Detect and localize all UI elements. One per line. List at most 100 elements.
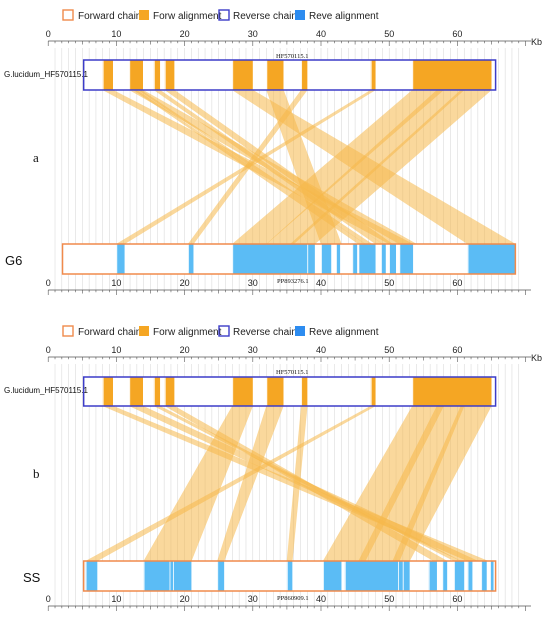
legend-forward-align-label: Forw alignment [153, 327, 222, 338]
bottom-chain-b [82, 560, 497, 592]
top-axis-b: 0 10 20 30 40 50 60 [46, 345, 531, 362]
alignment-block [402, 561, 410, 591]
axis-tick-label: 60 [452, 278, 462, 288]
alignment-block [102, 377, 113, 406]
axis-tick-label: 0 [46, 345, 51, 355]
chain-outline [82, 376, 497, 407]
bottom-genome-label-a: G6 [5, 253, 22, 268]
legend-a: Forward chain Forw alignment Reverse cha… [62, 9, 379, 22]
legend-forward-chain-label: Forward chain [78, 11, 141, 22]
alignment-links-b [85, 405, 492, 562]
axis-tick-label: 50 [384, 278, 394, 288]
axis-tick-label: 0 [46, 29, 51, 39]
bottom-chain-a [61, 243, 517, 275]
axis-tick-label: 20 [180, 345, 190, 355]
axis-tick-label: 10 [111, 278, 121, 288]
axis-tick-label: 20 [180, 278, 190, 288]
alignment-block [164, 60, 175, 90]
top-accession-b: HF570115.1 [276, 369, 308, 376]
legend-reverse-align-label: Reve alignment [309, 327, 379, 338]
alignment-block [358, 244, 376, 274]
axis-tick-label: 40 [316, 278, 326, 288]
alignment-block [153, 377, 161, 406]
top-accession-a: HF570115.1 [276, 53, 308, 60]
axis-tick-label: 60 [452, 345, 462, 355]
axis-tick-label: 60 [452, 29, 462, 39]
top-chain-b [82, 376, 497, 407]
legend-forward-chain-swatch [62, 325, 74, 337]
alignment-block [232, 377, 253, 406]
top-genome-label-a: G.lucidum_HF570115.1 [4, 70, 88, 79]
axis-tick-label: 0 [46, 594, 51, 604]
legend-reverse-chain-swatch [218, 9, 230, 21]
axis-unit-b: Kb [531, 353, 542, 363]
alignment-block [301, 60, 308, 90]
axis-tick-label: 20 [180, 29, 190, 39]
alignment-block [173, 561, 192, 591]
alignment-block [266, 377, 284, 406]
axis-tick-label: 50 [384, 29, 394, 39]
axis-tick-label: 20 [180, 594, 190, 604]
alignment-block [188, 244, 194, 274]
legend-forward-chain-swatch [62, 9, 74, 21]
alignment-block [301, 377, 308, 406]
alignment-block [153, 60, 161, 90]
alignment-block [352, 244, 358, 274]
axis-tick-label: 40 [316, 345, 326, 355]
alignment-block [307, 244, 315, 274]
alignment-block [467, 561, 473, 591]
bottom-accession-b: PP860909.1 [277, 595, 309, 602]
alignment-block [143, 561, 170, 591]
alignment-block [398, 561, 403, 591]
alignment-block [321, 244, 332, 274]
legend-forward-align-label: Forw alignment [153, 11, 222, 22]
alignment-block [217, 561, 225, 591]
alignment-block [286, 561, 293, 591]
alignment-block [428, 561, 437, 591]
alignment-block [336, 244, 341, 274]
bottom-accession-a: PP893276.1 [277, 278, 309, 285]
panel-b: Forward chain Forw alignment Reverse cha… [4, 325, 542, 611]
legend-reverse-align-label: Reve alignment [309, 11, 379, 22]
bottom-genome-label-b: SS [23, 570, 41, 585]
axis-unit-a: Kb [531, 37, 542, 47]
legend-forward-align-swatch [139, 10, 149, 20]
axis-tick-label: 50 [384, 345, 394, 355]
bottom-axis-b: 0 10 20 30 40 50 60 [46, 594, 531, 611]
alignment-block [129, 60, 143, 90]
alignment-block [389, 244, 397, 274]
panel-letter-a: a [33, 150, 39, 165]
legend-reverse-align-swatch [295, 10, 305, 20]
chain-outline [61, 243, 517, 275]
axis-tick-label: 40 [316, 594, 326, 604]
axis-tick-label: 30 [248, 278, 258, 288]
panel-a: Forward chain Forw alignment Reverse cha… [4, 9, 542, 295]
chain-outline [82, 560, 497, 592]
alignment-block [169, 561, 174, 591]
axis-tick-label: 60 [452, 594, 462, 604]
axis-tick-label: 10 [111, 29, 121, 39]
alignment-block [344, 561, 399, 591]
alignment-block [323, 561, 342, 591]
alignment-block [164, 377, 175, 406]
alignment-block [412, 60, 492, 90]
bottom-axis-a: 0 10 20 30 40 50 60 [46, 278, 531, 295]
alignment-block [467, 244, 516, 274]
legend-b: Forward chain Forw alignment Reverse cha… [62, 325, 379, 338]
alignment-block [85, 561, 98, 591]
top-chain-a [82, 59, 497, 91]
legend-forward-align-swatch [139, 326, 149, 336]
legend-reverse-chain-swatch [218, 325, 230, 337]
chain-outline [82, 59, 497, 91]
alignment-block [102, 60, 113, 90]
alignment-block [232, 244, 308, 274]
alignment-block [266, 60, 284, 90]
alignment-block [481, 561, 487, 591]
legend-reverse-align-swatch [295, 326, 305, 336]
axis-tick-label: 10 [111, 345, 121, 355]
alignment-block [453, 561, 465, 591]
alignment-block [399, 244, 414, 274]
axis-tick-label: 50 [384, 594, 394, 604]
axis-tick-label: 30 [248, 29, 258, 39]
